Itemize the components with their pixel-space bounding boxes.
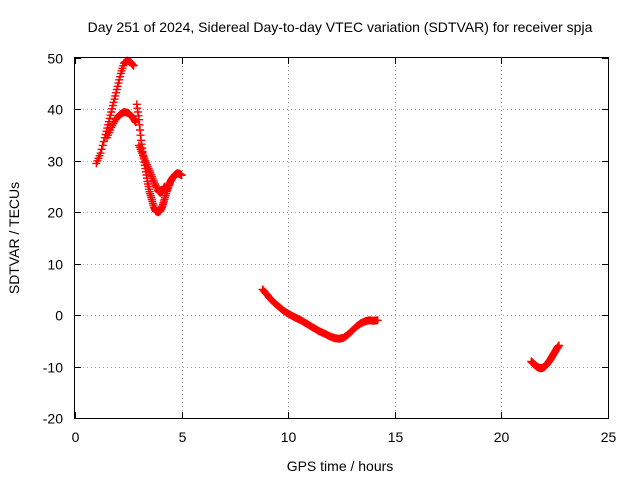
- data-point: [137, 147, 146, 156]
- series-arc-1-branch: [134, 141, 169, 197]
- plot-frame: [74, 57, 609, 419]
- data-point: [142, 158, 151, 167]
- data-point: [130, 117, 139, 125]
- data-point: [129, 61, 138, 70]
- data-points: [92, 56, 563, 373]
- x-axis-label: GPS time / hours: [287, 458, 394, 474]
- data-point: [149, 176, 158, 185]
- data-point: [140, 154, 149, 163]
- data-point: [138, 149, 147, 158]
- data-point: [145, 166, 154, 175]
- data-point: [142, 160, 151, 169]
- y-tick-label: 40: [47, 102, 63, 118]
- x-tick-labels: 0 5 10 15 20 25: [72, 429, 617, 445]
- data-point: [141, 156, 150, 165]
- data-point: [128, 59, 137, 68]
- data-point: [177, 171, 186, 180]
- y-tick-labels: -20 -10 0 10 20 30 40 50: [43, 51, 63, 427]
- data-point: [146, 170, 155, 179]
- data-point: [143, 162, 152, 171]
- series-arc-1-secondary: [102, 108, 140, 142]
- y-tick-label: 10: [47, 257, 63, 273]
- data-point: [554, 341, 563, 350]
- data-point: [373, 316, 382, 325]
- data-point: [144, 164, 153, 173]
- x-tick-label: 25: [601, 429, 617, 445]
- y-tick-label: 0: [55, 308, 63, 324]
- axis-ticks: [75, 58, 609, 419]
- x-tick-label: 15: [388, 429, 404, 445]
- x-tick-label: 10: [281, 429, 297, 445]
- data-point: [160, 182, 169, 191]
- y-tick-label: -10: [43, 360, 63, 376]
- data-point: [128, 60, 137, 69]
- y-tick-label: -20: [43, 411, 63, 427]
- data-point: [148, 174, 157, 183]
- data-point: [134, 141, 143, 150]
- y-tick-label: 20: [47, 205, 63, 221]
- grid: [75, 58, 608, 418]
- data-point: [139, 153, 148, 161]
- y-tick-label: 30: [47, 154, 63, 170]
- data-point: [136, 145, 145, 154]
- data-point: [138, 151, 147, 160]
- y-tick-label: 50: [47, 51, 63, 67]
- x-tick-label: 20: [494, 429, 510, 445]
- series-arc-3: [527, 341, 563, 373]
- y-axis-label: SDTVAR / TECUs: [6, 182, 22, 294]
- data-point: [98, 141, 107, 150]
- chart-title: Day 251 of 2024, Sidereal Day-to-day VTE…: [88, 19, 593, 35]
- data-point: [146, 168, 155, 177]
- data-point: [147, 172, 156, 181]
- data-point: [150, 178, 159, 187]
- x-tick-label: 0: [72, 429, 80, 445]
- x-tick-label: 5: [179, 429, 187, 445]
- data-point: [135, 143, 144, 152]
- data-point: [97, 145, 106, 154]
- series-arc-2: [258, 285, 382, 343]
- data-point: [96, 149, 105, 158]
